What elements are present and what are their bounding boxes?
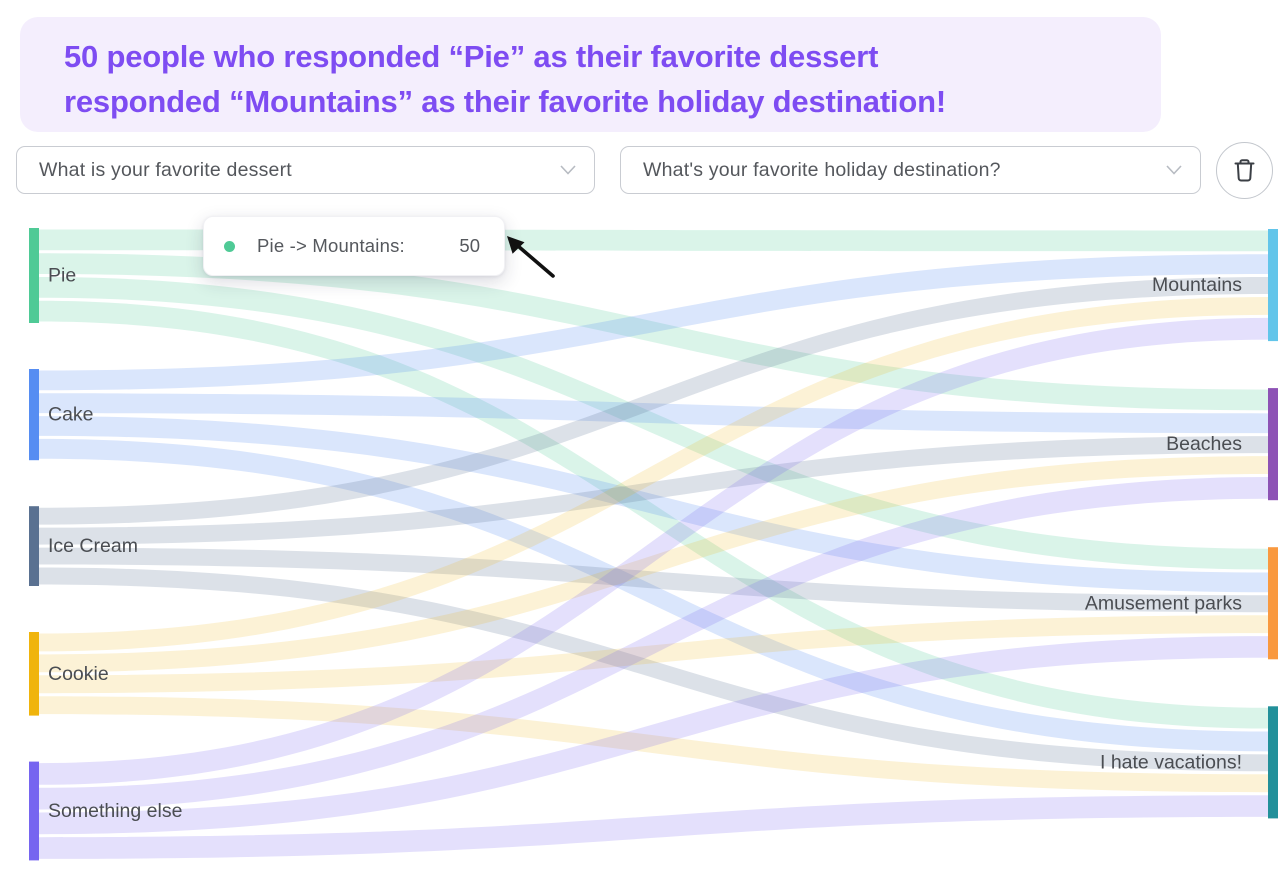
sankey-node-label-cookie: Cookie xyxy=(48,663,109,685)
sankey-link-something-else-beaches[interactable] xyxy=(39,477,1268,810)
sankey-node-ice-cream[interactable] xyxy=(29,506,39,586)
sankey-node-cookie[interactable] xyxy=(29,632,39,716)
sankey-node-label-amusement-parks: Amusement parks xyxy=(1085,592,1242,614)
sankey-node-something-else[interactable] xyxy=(29,761,39,861)
sankey-link-pie-beaches[interactable] xyxy=(39,253,1268,411)
sankey-link-cake-amusement-parks[interactable] xyxy=(39,416,1268,593)
sankey-link-ice-cream-mountains[interactable] xyxy=(39,277,1268,525)
chevron-down-icon xyxy=(1166,165,1182,175)
delete-chart-button[interactable] xyxy=(1216,142,1273,199)
headline-line-2: responded “Mountains” as their favorite … xyxy=(64,84,946,119)
sankey-link-something-else-amusement-parks[interactable] xyxy=(39,636,1268,835)
sankey-node-label-pie: Pie xyxy=(48,265,76,287)
sankey-link-something-else-mountains[interactable] xyxy=(39,317,1268,785)
sankey-node-label-beaches: Beaches xyxy=(1166,433,1242,455)
sankey-link-ice-cream-amusement-parks[interactable] xyxy=(39,547,1268,613)
sankey-link-pie-i-hate-vacations[interactable] xyxy=(39,300,1268,729)
sankey-node-amusement-parks[interactable] xyxy=(1268,547,1278,660)
sankey-link-pie-amusement-parks[interactable] xyxy=(39,277,1268,570)
cursor-arrow-icon xyxy=(507,236,555,278)
sankey-link-ice-cream-i-hate-vacations[interactable] xyxy=(39,567,1268,772)
dessert-question-select[interactable]: What is your favorite dessert xyxy=(16,146,595,194)
sankey-node-label-i-hate-vacations: I hate vacations! xyxy=(1100,751,1242,773)
sankey-link-cookie-amusement-parks[interactable] xyxy=(39,615,1268,694)
sankey-node-label-something-else: Something else xyxy=(48,800,182,822)
tooltip-link-value: 50 xyxy=(459,235,480,256)
sankey-link-cookie-beaches[interactable] xyxy=(39,456,1268,673)
sankey-node-i-hate-vacations[interactable] xyxy=(1268,706,1278,819)
trash-icon xyxy=(1234,159,1255,182)
sankey-link-cake-mountains[interactable] xyxy=(39,254,1268,391)
sankey-node-pie[interactable] xyxy=(29,228,39,323)
headline-line-1: 50 people who responded “Pie” as their f… xyxy=(64,39,879,74)
sankey-node-label-mountains: Mountains xyxy=(1152,274,1242,296)
sankey-link-ice-cream-beaches[interactable] xyxy=(39,436,1268,545)
dessert-question-value: What is your favorite dessert xyxy=(39,158,292,181)
destination-question-value: What's your favorite holiday destination… xyxy=(643,158,1001,181)
sankey-link-cake-beaches[interactable] xyxy=(39,393,1268,434)
sankey-node-cake[interactable] xyxy=(29,369,39,461)
headline-banner: 50 people who responded “Pie” as their f… xyxy=(20,17,1161,132)
series-dot xyxy=(224,240,235,252)
sankey-link-something-else-i-hate-vacations[interactable] xyxy=(39,795,1268,859)
destination-question-select[interactable]: What's your favorite holiday destination… xyxy=(620,146,1201,194)
tooltip-link-label: Pie -> Mountains: xyxy=(257,235,405,256)
sankey-node-label-cake: Cake xyxy=(48,404,94,426)
sankey-tooltip: Pie -> Mountains: 50 xyxy=(203,216,505,276)
sankey-link-cookie-mountains[interactable] xyxy=(39,297,1268,652)
sankey-node-beaches[interactable] xyxy=(1268,388,1278,501)
sankey-link-cake-i-hate-vacations[interactable] xyxy=(39,438,1268,752)
chevron-down-icon xyxy=(560,165,576,175)
sankey-node-label-ice-cream: Ice Cream xyxy=(48,535,138,557)
sankey-node-mountains[interactable] xyxy=(1268,229,1278,342)
sankey-link-cookie-i-hate-vacations[interactable] xyxy=(39,696,1268,793)
